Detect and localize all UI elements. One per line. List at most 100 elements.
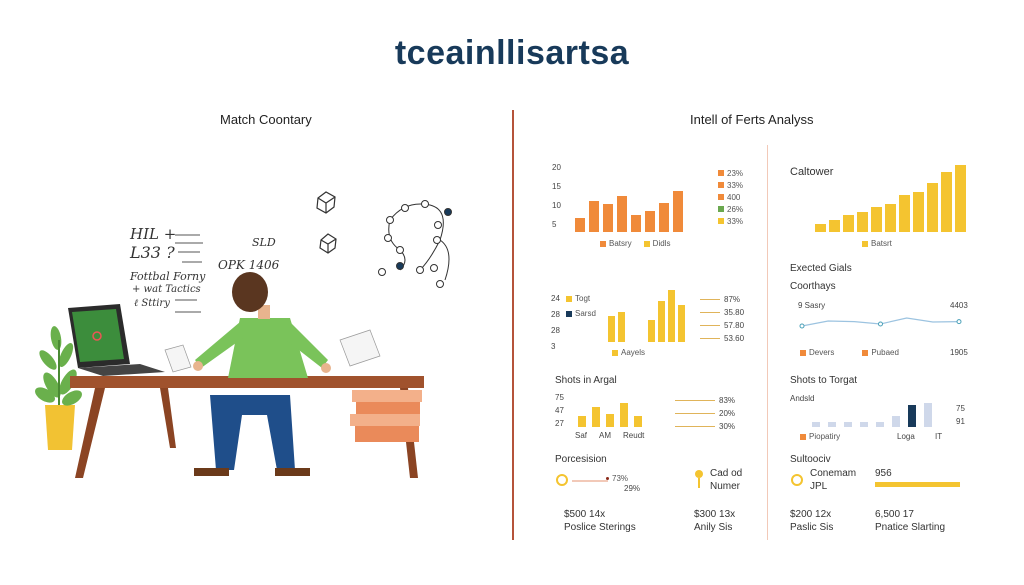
y-tick: 28 <box>551 326 560 335</box>
legend-item: Batsry <box>600 239 632 248</box>
panel-7-mid-2: Numer <box>710 481 741 492</box>
panel-7-track <box>572 480 608 482</box>
chart-bar <box>885 204 896 232</box>
panel-8-right: 956 <box>875 468 892 479</box>
chart-bar <box>634 416 642 427</box>
note-opk: OPK 1406 <box>218 258 280 272</box>
y-tick: 47 <box>555 406 564 415</box>
chart-bar <box>892 416 900 427</box>
chart-bar <box>843 215 854 232</box>
chart-bar <box>678 305 685 342</box>
chart-bar <box>871 207 882 232</box>
note-hil: HIL + <box>130 225 177 243</box>
right-divider <box>767 145 768 540</box>
panel-7-b3: $300 13x <box>694 509 736 520</box>
panel-2-legend: Batsrt <box>862 239 892 248</box>
panel-8-b3: 6,500 17 <box>875 509 914 520</box>
chart-bar <box>812 422 820 427</box>
side-legend-item: 33% <box>718 179 743 191</box>
panel-8-heading: Sultoociv <box>790 454 831 465</box>
chart-bar <box>606 414 614 427</box>
note-l33: L33 ? <box>130 243 175 262</box>
chart-bar <box>828 422 836 427</box>
panel-5-right-lines: 83% 20% 30% <box>675 394 735 433</box>
value-row: 53.60 <box>700 332 744 345</box>
panel-6-x2: IT <box>935 432 943 441</box>
legend-item: Devers <box>800 348 834 357</box>
panel-4-legend: Devers Pubaed <box>800 348 899 357</box>
y-tick: 27 <box>555 419 564 428</box>
panel-3-chart <box>608 290 688 342</box>
side-legend-item: 33% <box>718 215 743 227</box>
panel-5-chart <box>578 403 653 427</box>
legend-item: Sarsd <box>566 309 596 318</box>
chart-bar <box>844 422 852 427</box>
panel-4-line-chart <box>799 317 962 329</box>
line-point <box>799 323 805 329</box>
chart-bar <box>608 316 615 342</box>
y-tick: 10 <box>552 201 561 210</box>
chart-bar <box>645 211 655 232</box>
panel-7-pin-icon <box>695 470 703 478</box>
right-heading: Intell of Ferts Analyss <box>690 112 814 127</box>
y-tick: 15 <box>552 182 561 191</box>
panel-6-chart <box>812 403 952 427</box>
panel-8-b4: Pnatice Slarting <box>875 522 946 533</box>
chart-bar <box>927 183 938 232</box>
y-tick: 75 <box>555 393 564 402</box>
panel-8-bar <box>875 482 960 487</box>
chart-bar <box>668 290 675 342</box>
chart-bar <box>860 422 868 427</box>
y-tick: 20 <box>552 163 561 172</box>
chart-bar <box>603 204 613 232</box>
x-tick: AM <box>599 431 612 440</box>
value-row: 87% <box>700 293 744 306</box>
panel-8-m2: JPL <box>810 481 828 492</box>
panel-7-r2: 29% <box>624 484 641 493</box>
chart-bar <box>899 195 910 232</box>
panel-7-b2: Poslice Sterings <box>564 522 636 533</box>
y-tick: 28 <box>551 310 560 319</box>
value-row: 35.80 <box>700 306 744 319</box>
panel-5-yticks: 75 47 27 <box>555 393 564 432</box>
chart-bar <box>659 203 669 232</box>
y-tick: 3 <box>551 342 556 351</box>
panel-2-heading: Caltower <box>790 166 834 178</box>
chart-bar <box>924 403 932 427</box>
chart-bar <box>815 224 826 232</box>
chart-bar <box>913 192 924 232</box>
panel-3-yticks: 24 28 28 3 <box>551 294 560 358</box>
legend-item: Togt <box>566 294 596 303</box>
note-football: Fottbal Forny <box>130 270 206 283</box>
note-tactics: + wat Tactics <box>132 284 201 295</box>
panel-4-left-label: 9 Sasry <box>798 301 826 310</box>
panel-6-right-2: 91 <box>956 417 965 426</box>
panel-7-ring-icon <box>556 474 568 486</box>
value-row: 83% <box>675 394 735 407</box>
panel-1-legend: Batsry Didls <box>600 239 670 248</box>
panel-3-legend: Togt Sarsd <box>566 294 596 318</box>
panel-8-b1: $200 12x <box>790 509 832 520</box>
chart-bar <box>620 403 628 427</box>
chart-bar <box>658 301 665 342</box>
panel-1-yticks: 20 15 10 5 <box>552 163 561 239</box>
chart-bar <box>941 172 952 232</box>
chart-bar <box>617 196 627 232</box>
panel-7-b1: $500 14x <box>564 509 606 520</box>
legend-item: Didls <box>643 239 670 248</box>
chart-bar <box>618 312 625 342</box>
panel-7-mid-1: Cad od <box>710 468 743 479</box>
panel-8-m1: Conemam <box>810 468 857 479</box>
chart-bar <box>829 220 840 232</box>
panel-6-heading: Shots to Torgat <box>790 375 858 386</box>
panel-4-sub: Coorthays <box>790 281 836 292</box>
value-row: 30% <box>675 420 735 433</box>
panel-5-heading: Shots in Argal <box>555 375 617 386</box>
panel-8-ring-icon <box>791 474 803 486</box>
chart-bar <box>578 416 586 427</box>
y-tick: 5 <box>552 220 557 229</box>
panel-6-x1: Loga <box>897 432 915 441</box>
line-point <box>878 321 883 327</box>
value-row: 57.80 <box>700 319 744 332</box>
